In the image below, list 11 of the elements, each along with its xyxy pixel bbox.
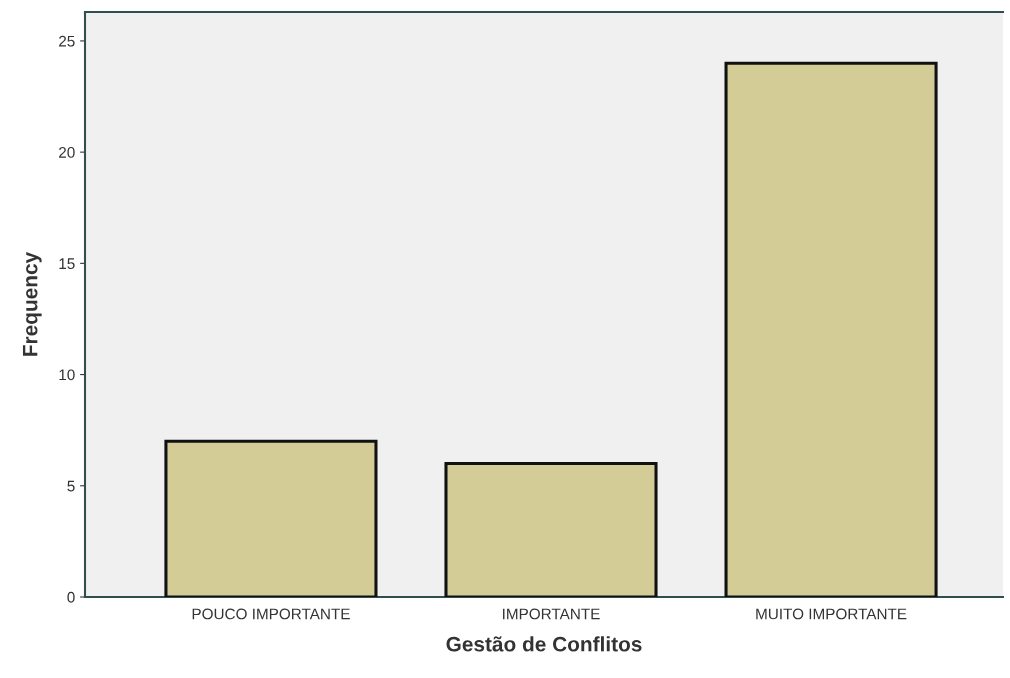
x-axis-title: Gestão de Conflitos: [446, 636, 642, 652]
y-tick-label: 0: [67, 591, 75, 603]
x-tick-label: IMPORTANTE: [503, 608, 600, 620]
y-tick-label: 10: [59, 369, 75, 381]
x-tick-label: POUCO IMPORTANTE: [192, 608, 350, 620]
y-tick-label: 15: [59, 258, 75, 270]
y-axis-title: Frequency: [22, 251, 42, 356]
y-tick-label: 20: [59, 147, 75, 158]
x-tick-label: MUITO IMPORTANTE: [756, 608, 907, 620]
y-tick-label: 5: [67, 480, 75, 492]
y-tick-label: 25: [59, 35, 75, 47]
